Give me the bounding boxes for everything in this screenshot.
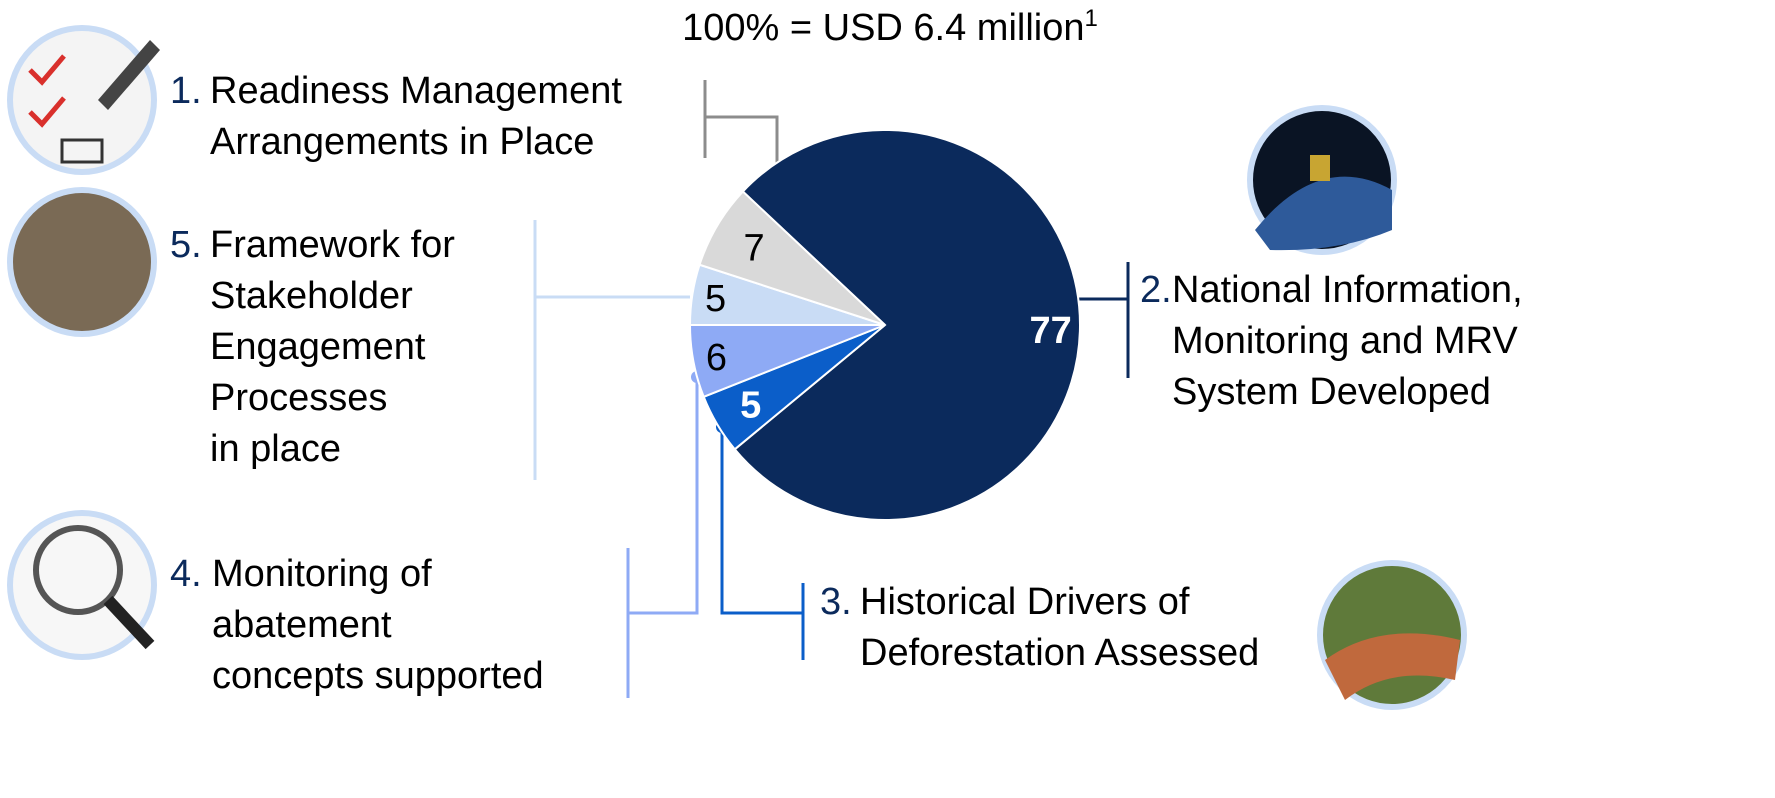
category-label: Engagement — [210, 326, 426, 368]
magnifier-icon — [7, 510, 157, 660]
checklist-icon — [7, 25, 157, 175]
check-box — [60, 138, 104, 164]
leader-line — [720, 427, 803, 615]
value-label: 77 — [1030, 310, 1072, 352]
pie-slice — [733, 129, 1081, 521]
category-label: Processes — [210, 377, 387, 419]
category-label: Monitoring and MRV — [1172, 320, 1518, 362]
category-label: Historical Drivers of — [860, 581, 1190, 623]
value-label: 5 — [705, 278, 726, 320]
title-text: 100% = USD 6.4 million — [682, 7, 1084, 49]
category-label: National Information, — [1172, 269, 1523, 311]
check-marks — [28, 54, 66, 128]
category-number: 5. — [170, 224, 202, 266]
magnifier-handle — [103, 595, 155, 650]
crowd-icon — [7, 187, 157, 337]
category-number: 4. — [170, 553, 202, 595]
category-label: Arrangements in Place — [210, 121, 594, 163]
category-label: Readiness Management — [210, 70, 622, 112]
category-label: abatement — [212, 604, 392, 646]
dirt-road — [1325, 633, 1460, 700]
chart-title: 100% = USD 6.4 million1 — [682, 5, 1098, 49]
category-number: 2. — [1140, 269, 1172, 311]
category-label: Framework for — [210, 224, 455, 266]
magnifier-lens — [33, 525, 123, 615]
category-label: Stakeholder — [210, 275, 413, 317]
category-number: 3. — [820, 581, 852, 623]
pie — [688, 129, 1081, 521]
earth — [1255, 176, 1392, 251]
value-label: 5 — [740, 384, 761, 426]
category-label: System Developed — [1172, 371, 1491, 413]
category-label: Monitoring of — [212, 553, 432, 595]
satellite — [1310, 155, 1330, 181]
icons — [7, 25, 1467, 710]
category-label: concepts supported — [212, 655, 544, 697]
category-label: in place — [210, 428, 341, 470]
value-label: 7 — [744, 228, 765, 270]
pen — [98, 40, 160, 110]
pie-slice — [698, 190, 886, 326]
category-number: 1. — [170, 70, 202, 112]
value-label: 6 — [706, 337, 727, 379]
leader-line — [628, 377, 699, 615]
category-label: Deforestation Assessed — [860, 632, 1259, 674]
title-footnote: 1 — [1085, 5, 1098, 32]
